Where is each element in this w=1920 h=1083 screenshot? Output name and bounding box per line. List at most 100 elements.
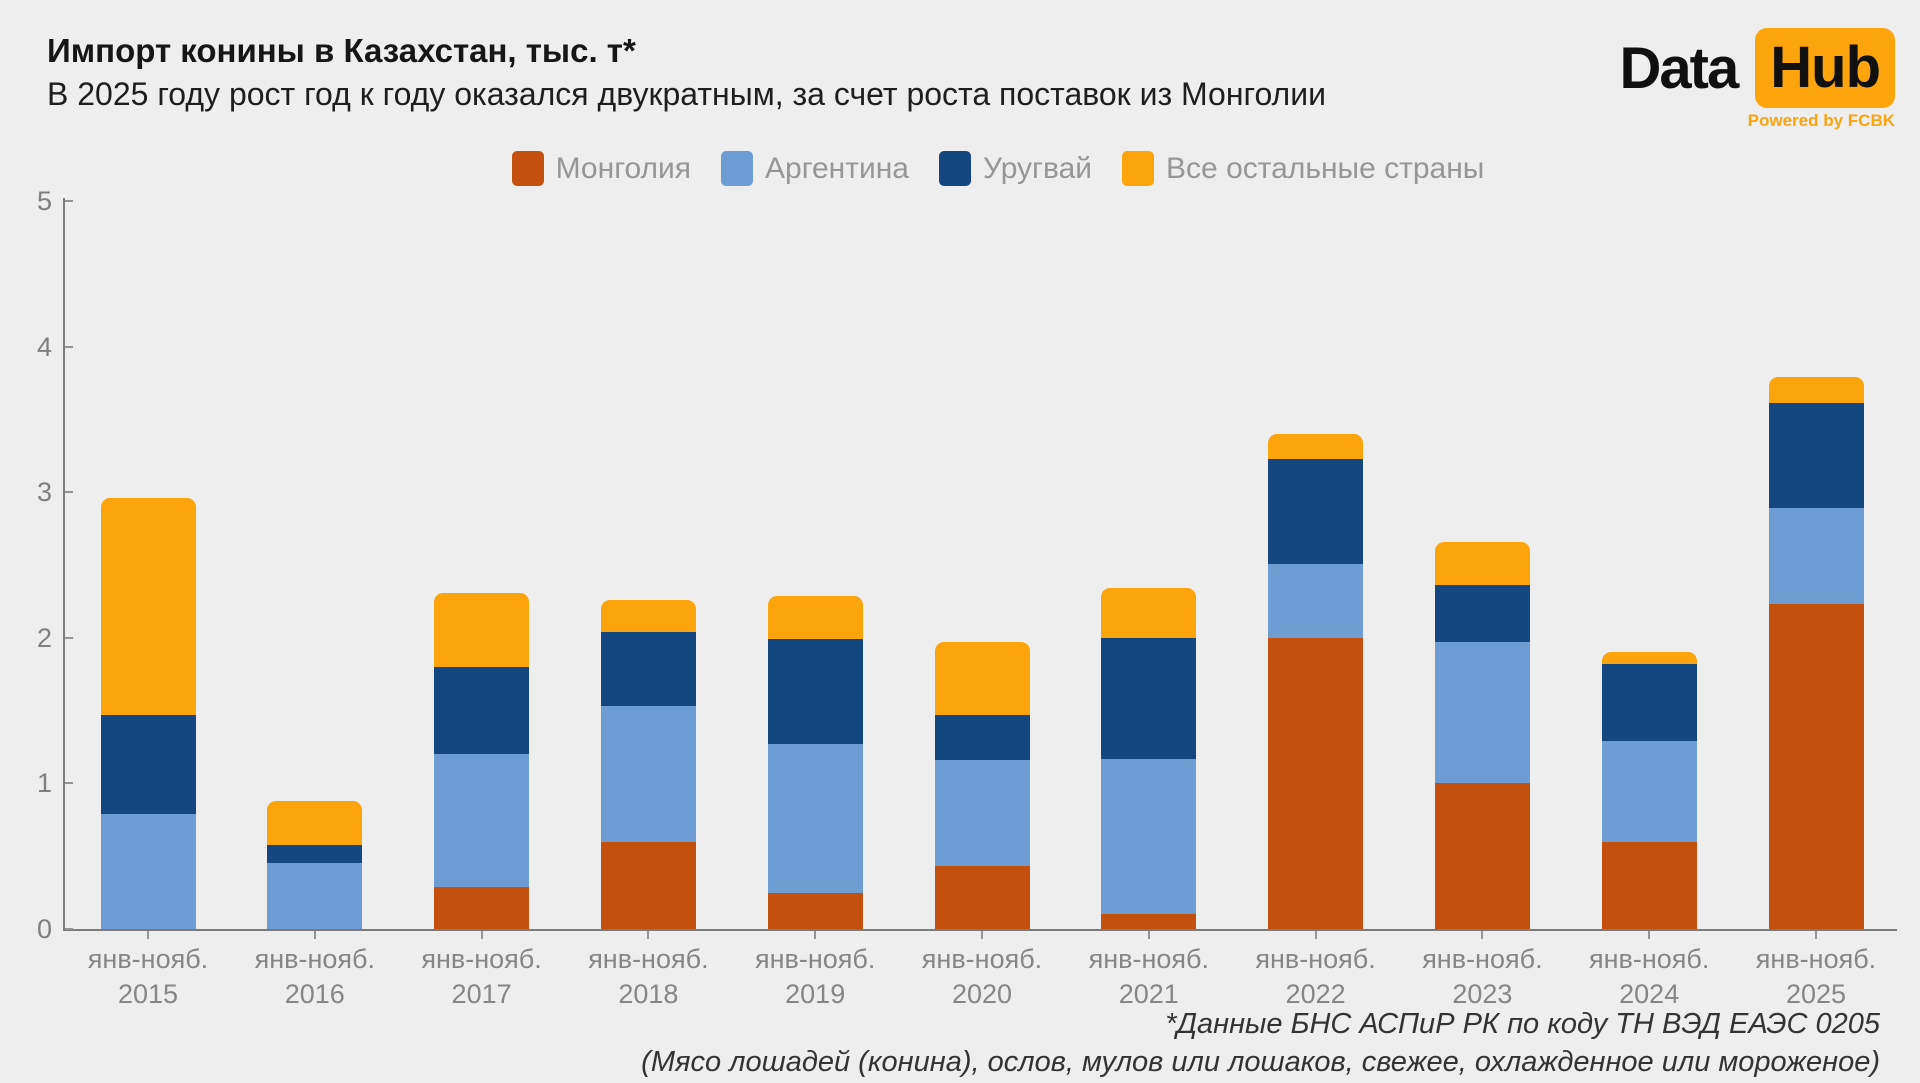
x-tick-mark	[1314, 931, 1317, 939]
y-tick-label: 2	[36, 622, 52, 653]
legend-item-mongolia: Монголия	[511, 151, 692, 186]
bar-segment-mongolia-2025	[1768, 604, 1864, 929]
page-subtitle: В 2025 году рост год к году оказался дву…	[47, 76, 1326, 112]
legend-label-other-countries: Все остальные страны	[1166, 152, 1485, 185]
x-tick-label-2017: янв-нояб. 2017	[392, 942, 572, 1012]
legend-item-other-countries: Все остальные страны	[1122, 151, 1484, 186]
legend-label-mongolia: Монголия	[555, 152, 692, 185]
bar-segment-uruguay-2024	[1601, 664, 1697, 742]
legend-item-uruguay: Уругвай	[939, 151, 1092, 186]
bar-segment-other-countries-2020	[934, 642, 1030, 715]
x-tick-label-2023: янв-нояб. 2023	[1392, 942, 1572, 1012]
legend-label-uruguay: Уругвай	[983, 152, 1093, 185]
x-label-year: 2022	[1285, 979, 1346, 1009]
logo-text-data: Data	[1619, 35, 1740, 101]
x-label-period: янв-нояб.	[754, 944, 876, 974]
x-label-year: 2021	[1118, 979, 1179, 1009]
bar-segment-argentina-2021	[1101, 758, 1197, 915]
legend-swatch-uruguay	[939, 151, 971, 186]
bar-segment-mongolia-2021	[1101, 914, 1197, 929]
x-tick-label-2021: янв-нояб. 2021	[1059, 942, 1239, 1012]
x-label-year: 2024	[1619, 979, 1680, 1009]
bar-segment-argentina-2018	[600, 706, 696, 842]
bar-segment-uruguay-2015	[100, 714, 196, 814]
bar-segment-argentina-2025	[1768, 508, 1864, 605]
bar-segment-other-countries-2019	[767, 595, 863, 640]
x-tick-label-2022: янв-нояб. 2022	[1226, 942, 1406, 1012]
x-label-period: янв-нояб.	[588, 944, 709, 974]
x-tick-label-2020: янв-нояб. 2020	[892, 942, 1072, 1012]
bar-segment-argentina-2017	[434, 754, 530, 887]
bar-segment-mongolia-2023	[1434, 783, 1530, 929]
legend-swatch-mongolia	[511, 151, 544, 186]
x-tick-mark	[313, 931, 316, 939]
x-tick-label-2019: янв-нояб. 2019	[725, 942, 905, 1012]
x-tick-label-2024: янв-нояб. 2024	[1559, 942, 1739, 1012]
bar-segment-uruguay-2020	[934, 714, 1030, 761]
page-title: Импорт конины в Казахстан, тыс. т*	[47, 32, 636, 69]
bar-segment-other-countries-2015	[100, 498, 196, 715]
bar-segment-other-countries-2025	[1768, 377, 1864, 404]
bar-segment-other-countries-2018	[600, 599, 696, 632]
x-tick-mark	[480, 931, 483, 939]
bar-segment-other-countries-2022	[1268, 433, 1364, 459]
bar-segment-argentina-2015	[100, 813, 196, 929]
bar-segment-mongolia-2018	[600, 841, 696, 929]
bar-segment-uruguay-2021	[1101, 637, 1197, 759]
footnote-line-2: (Мясо лошадей (конина), ослов, мулов или…	[641, 1046, 1880, 1078]
y-tick-mark	[65, 200, 73, 202]
x-tick-mark	[814, 931, 817, 939]
x-label-period: янв-нояб.	[421, 944, 542, 974]
bar-segment-other-countries-2016	[267, 800, 363, 845]
x-label-year: 2018	[618, 979, 679, 1009]
bar-segment-argentina-2020	[934, 760, 1030, 867]
bar-segment-argentina-2023	[1434, 642, 1530, 784]
bar-segment-uruguay-2017	[434, 666, 530, 755]
bar-segment-mongolia-2019	[767, 892, 863, 929]
x-label-year: 2025	[1785, 979, 1847, 1009]
x-tick-label-2025: янв-нояб. 2025	[1726, 942, 1906, 1012]
chart-legend: Монголия Аргентина Уругвай Все остальные ст…	[38, 151, 1920, 186]
bar-segment-mongolia-2024	[1601, 841, 1697, 929]
legend-label-argentina: Аргентина	[765, 152, 909, 185]
bar-segment-argentina-2022	[1268, 563, 1364, 638]
x-label-period: янв-нояб.	[1755, 944, 1877, 974]
legend-swatch-other-countries	[1122, 151, 1155, 186]
x-tick-label-2018: янв-нояб. 2018	[558, 942, 738, 1012]
y-tick-label: 0	[36, 914, 52, 944]
bar-segment-uruguay-2023	[1434, 585, 1530, 643]
y-tick-mark	[65, 782, 73, 785]
y-tick-label: 4	[36, 331, 52, 362]
y-tick-label: 1	[36, 768, 52, 799]
bar-segment-uruguay-2018	[600, 631, 696, 707]
x-tick-mark	[1815, 931, 1817, 939]
x-label-year: 2020	[951, 979, 1013, 1009]
datahub-logo: Data Hub Powered by FCBK	[1620, 28, 1895, 131]
x-tick-mark	[981, 931, 983, 939]
bar-segment-argentina-2024	[1601, 741, 1697, 842]
x-axis-line	[63, 929, 1897, 931]
x-tick-mark	[1648, 931, 1651, 939]
y-tick-mark	[65, 491, 73, 494]
logo-tagline: Powered by FCBK	[1747, 111, 1895, 130]
y-tick-mark	[65, 636, 73, 639]
x-label-period: янв-нояб.	[1588, 944, 1710, 974]
chart-footnote: *Данные БНС АСПиР РК по коду ТН ВЭД ЕАЭС…	[641, 1005, 1880, 1081]
bar-segment-argentina-2019	[767, 744, 863, 893]
x-label-year: 2023	[1452, 979, 1513, 1009]
x-label-year: 2019	[785, 979, 846, 1009]
bar-segment-uruguay-2019	[767, 639, 863, 745]
logo-hub-box: Hub	[1755, 28, 1895, 108]
bar-segment-argentina-2016	[267, 863, 363, 929]
y-axis-line	[63, 198, 65, 931]
y-tick-mark	[65, 928, 73, 930]
bar-segment-other-countries-2017	[434, 592, 530, 667]
bar-segment-other-countries-2024	[1601, 652, 1697, 664]
bar-segment-mongolia-2017	[434, 886, 530, 929]
bar-segment-mongolia-2022	[1268, 637, 1364, 929]
x-tick-label-2016: янв-нояб. 2016	[225, 942, 405, 1012]
x-label-period: янв-нояб.	[1422, 944, 1543, 974]
y-tick-mark	[65, 345, 73, 348]
